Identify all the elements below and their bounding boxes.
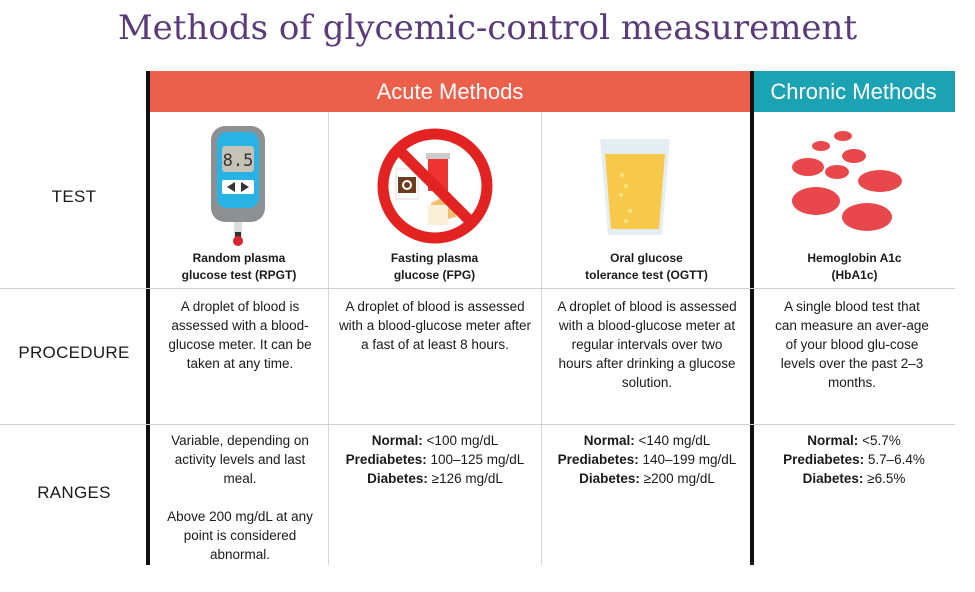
range-label: Prediabetes: <box>783 452 865 467</box>
range-value: ≥126 mg/dL <box>431 471 503 486</box>
range-label: Diabetes: <box>367 471 428 486</box>
method-name-line: Hemoglobin A1c <box>807 251 902 265</box>
range-label: Prediabetes: <box>345 452 427 467</box>
range-value: 100–125 mg/dL <box>430 452 525 467</box>
row-label-test: TEST <box>51 187 97 206</box>
divider <box>0 424 955 425</box>
procedure-hba1c: A single blood test that can measure an … <box>775 299 929 390</box>
method-name-line: glucose test (RPGT) <box>181 268 297 282</box>
range-line: Prediabetes: 100–125 mg/dL <box>330 450 540 469</box>
range-label: Prediabetes: <box>557 452 639 467</box>
procedure-fpg: A droplet of blood is assessed with a bl… <box>338 299 532 352</box>
red-blood-cells-icon <box>792 131 902 231</box>
page-title: Methods of glycemic-control measurement <box>117 8 858 48</box>
divider <box>750 71 754 565</box>
range-line: Prediabetes: 140–199 mg/dL <box>543 450 751 469</box>
range-label: Normal: <box>583 433 635 448</box>
ranges-hba1c: Normal: <5.7% Prediabetes: 5.7–6.4% Diabet… <box>754 431 954 488</box>
range-label: Diabetes: <box>802 471 864 486</box>
range-line: Diabetes: ≥200 mg/dL <box>543 469 751 488</box>
procedure-ogtt: A droplet of blood is assessed with a bl… <box>557 299 737 390</box>
divider <box>146 71 150 565</box>
range-line: Normal: <100 mg/dL <box>330 431 540 450</box>
ranges-text: Variable, depending on activity levels a… <box>171 433 309 486</box>
range-value: <140 mg/dL <box>638 433 711 448</box>
range-label: Diabetes: <box>579 471 640 486</box>
method-name-line: (HbA1c) <box>831 268 878 282</box>
procedure-rpgt: A droplet of blood is assessed with a bl… <box>168 299 312 371</box>
range-value: 140–199 mg/dL <box>642 452 737 467</box>
ranges-rpgt: Variable, depending on activity levels a… <box>165 431 315 564</box>
chronic-methods-header: Chronic Methods <box>752 71 955 112</box>
range-value: ≥6.5% <box>867 471 906 486</box>
method-name-ogtt: Oral glucose tolerance test (OGTT) <box>541 250 752 284</box>
method-name-rpgt: Random plasma glucose test (RPGT) <box>150 250 328 284</box>
acute-methods-header: Acute Methods <box>148 71 752 112</box>
method-name-line: Random plasma <box>192 251 286 265</box>
range-value: ≥200 mg/dL <box>643 471 715 486</box>
ranges-ogtt: Normal: <140 mg/dL Prediabetes: 140–199 m… <box>543 431 751 488</box>
ranges-fpg: Normal: <100 mg/dL Prediabetes: 100–125 m… <box>330 431 540 488</box>
range-line: Normal: <140 mg/dL <box>543 431 751 450</box>
ranges-text: Above 200 mg/dL at any point is consider… <box>167 509 313 562</box>
range-line: Normal: <5.7% <box>754 431 954 450</box>
divider <box>0 288 955 289</box>
range-line: Diabetes: ≥6.5% <box>754 469 954 488</box>
method-name-line: Oral glucose <box>610 251 683 265</box>
method-name-fpg: Fasting plasma glucose (FPG) <box>328 250 541 284</box>
divider <box>541 112 542 565</box>
range-label: Normal: <box>807 433 859 448</box>
divider <box>328 112 329 565</box>
row-label-ranges: RANGES <box>37 483 111 502</box>
method-name-line: tolerance test (OGTT) <box>585 268 708 282</box>
glucose-drink-icon <box>600 139 670 235</box>
meter-reading: 8.5 <box>223 151 254 171</box>
range-label: Normal: <box>371 433 423 448</box>
method-name-line: glucose (FPG) <box>393 268 476 282</box>
method-name-line: Fasting plasma <box>390 251 479 265</box>
range-line: Prediabetes: 5.7–6.4% <box>754 450 954 469</box>
range-value: 5.7–6.4% <box>867 452 925 467</box>
no-food-icon <box>377 128 493 244</box>
range-line: Diabetes: ≥126 mg/dL <box>330 469 540 488</box>
method-name-hba1c: Hemoglobin A1c (HbA1c) <box>754 250 955 284</box>
range-value: <100 mg/dL <box>426 433 499 448</box>
range-value: <5.7% <box>862 433 901 448</box>
row-label-procedure: PROCEDURE <box>18 343 130 362</box>
glucose-meter-icon: 8.5 <box>211 126 265 246</box>
